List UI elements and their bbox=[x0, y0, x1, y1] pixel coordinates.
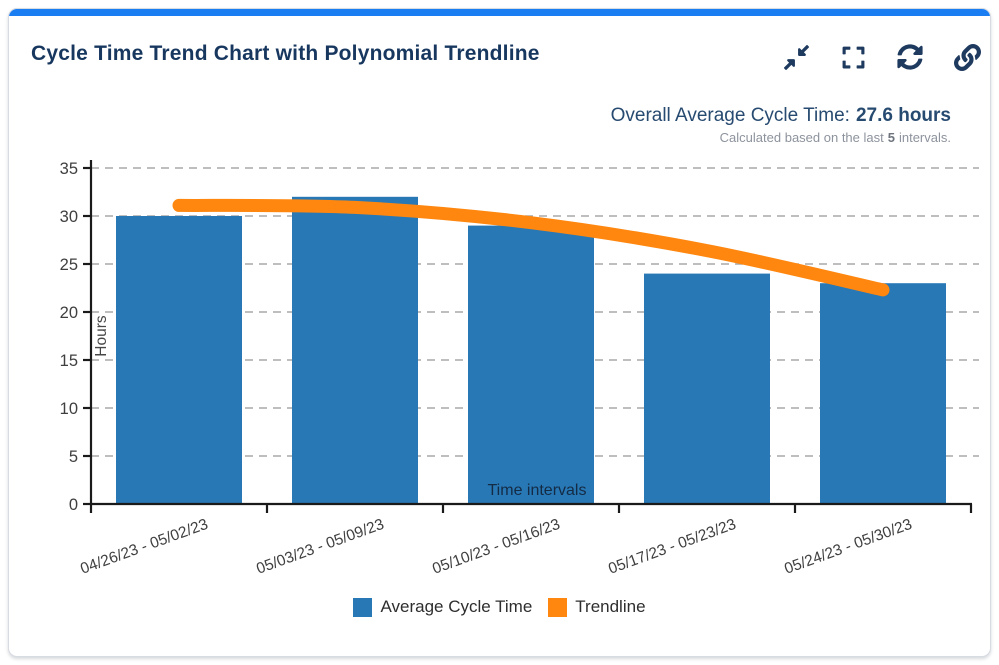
y-tick-label: 30 bbox=[60, 208, 78, 226]
card-accent-bar bbox=[9, 9, 990, 16]
collapse-button[interactable] bbox=[781, 42, 811, 72]
refresh-button[interactable] bbox=[895, 42, 925, 72]
legend-label-trendline: Trendline bbox=[575, 597, 646, 616]
legend-item-trendline[interactable]: Trendline bbox=[548, 597, 646, 617]
fullscreen-icon bbox=[842, 46, 864, 68]
legend-swatch-trendline bbox=[548, 597, 568, 617]
summary-value: 27.6 hours bbox=[855, 105, 951, 126]
bar-1[interactable] bbox=[116, 216, 242, 504]
y-tick-label: 10 bbox=[60, 400, 78, 418]
x-tick-label: 05/24/23 - 05/30/23 bbox=[782, 516, 914, 578]
y-axis-title: Hours bbox=[93, 315, 110, 357]
summary-note-suffix: intervals. bbox=[898, 130, 951, 145]
chart-card: 0 5 10 15 20 25 30 35 04/26/23 - 05/02/23 05/03/2… bbox=[8, 8, 991, 657]
y-tick-label: 15 bbox=[60, 352, 78, 370]
bar-5[interactable] bbox=[820, 283, 946, 504]
trendline-curve bbox=[172, 198, 890, 297]
card-actions bbox=[781, 42, 982, 72]
card-title: Cycle Time Trend Chart with Polynomial T… bbox=[31, 42, 540, 65]
x-tick-label: 04/26/23 - 05/02/23 bbox=[78, 516, 210, 578]
link-button[interactable] bbox=[952, 42, 982, 72]
x-tick-label: 05/03/23 - 05/09/23 bbox=[254, 516, 386, 578]
y-tick-label: 0 bbox=[69, 496, 78, 514]
collapse-icon bbox=[783, 44, 809, 70]
x-tick-label: 05/17/23 - 05/23/23 bbox=[606, 516, 738, 578]
x-axis-title: Time intervals bbox=[488, 482, 587, 499]
summary-note-count: 5 bbox=[887, 130, 895, 145]
summary-note: Calculated based on the last 5 intervals. bbox=[611, 130, 951, 145]
summary-label: Overall Average Cycle Time: bbox=[610, 105, 850, 126]
y-tick-label: 35 bbox=[60, 160, 78, 178]
x-tick-label: 05/10/23 - 05/16/23 bbox=[430, 516, 562, 578]
bar-2[interactable] bbox=[292, 196, 418, 505]
legend-item-average-cycle-time[interactable]: Average Cycle Time bbox=[353, 597, 532, 617]
summary-block: Overall Average Cycle Time: 27.6 hours Ca… bbox=[611, 105, 951, 145]
chart-legend: Average Cycle Time Trendline bbox=[9, 597, 990, 617]
legend-label-bars: Average Cycle Time bbox=[380, 597, 533, 616]
y-tick-label: 20 bbox=[60, 304, 78, 322]
summary-note-prefix: Calculated based on the last bbox=[719, 130, 884, 145]
cycle-time-chart: 0 5 10 15 20 25 30 35 04/26/23 - 05/02/23 05/03/2… bbox=[60, 160, 979, 578]
link-icon bbox=[953, 43, 981, 71]
y-tick-label: 5 bbox=[69, 448, 78, 466]
bar-4[interactable] bbox=[644, 273, 770, 504]
fullscreen-button[interactable] bbox=[838, 42, 868, 72]
bar-3[interactable] bbox=[468, 225, 594, 504]
refresh-icon bbox=[897, 44, 923, 70]
legend-swatch-bars bbox=[353, 597, 373, 617]
y-tick-label: 25 bbox=[60, 256, 78, 274]
